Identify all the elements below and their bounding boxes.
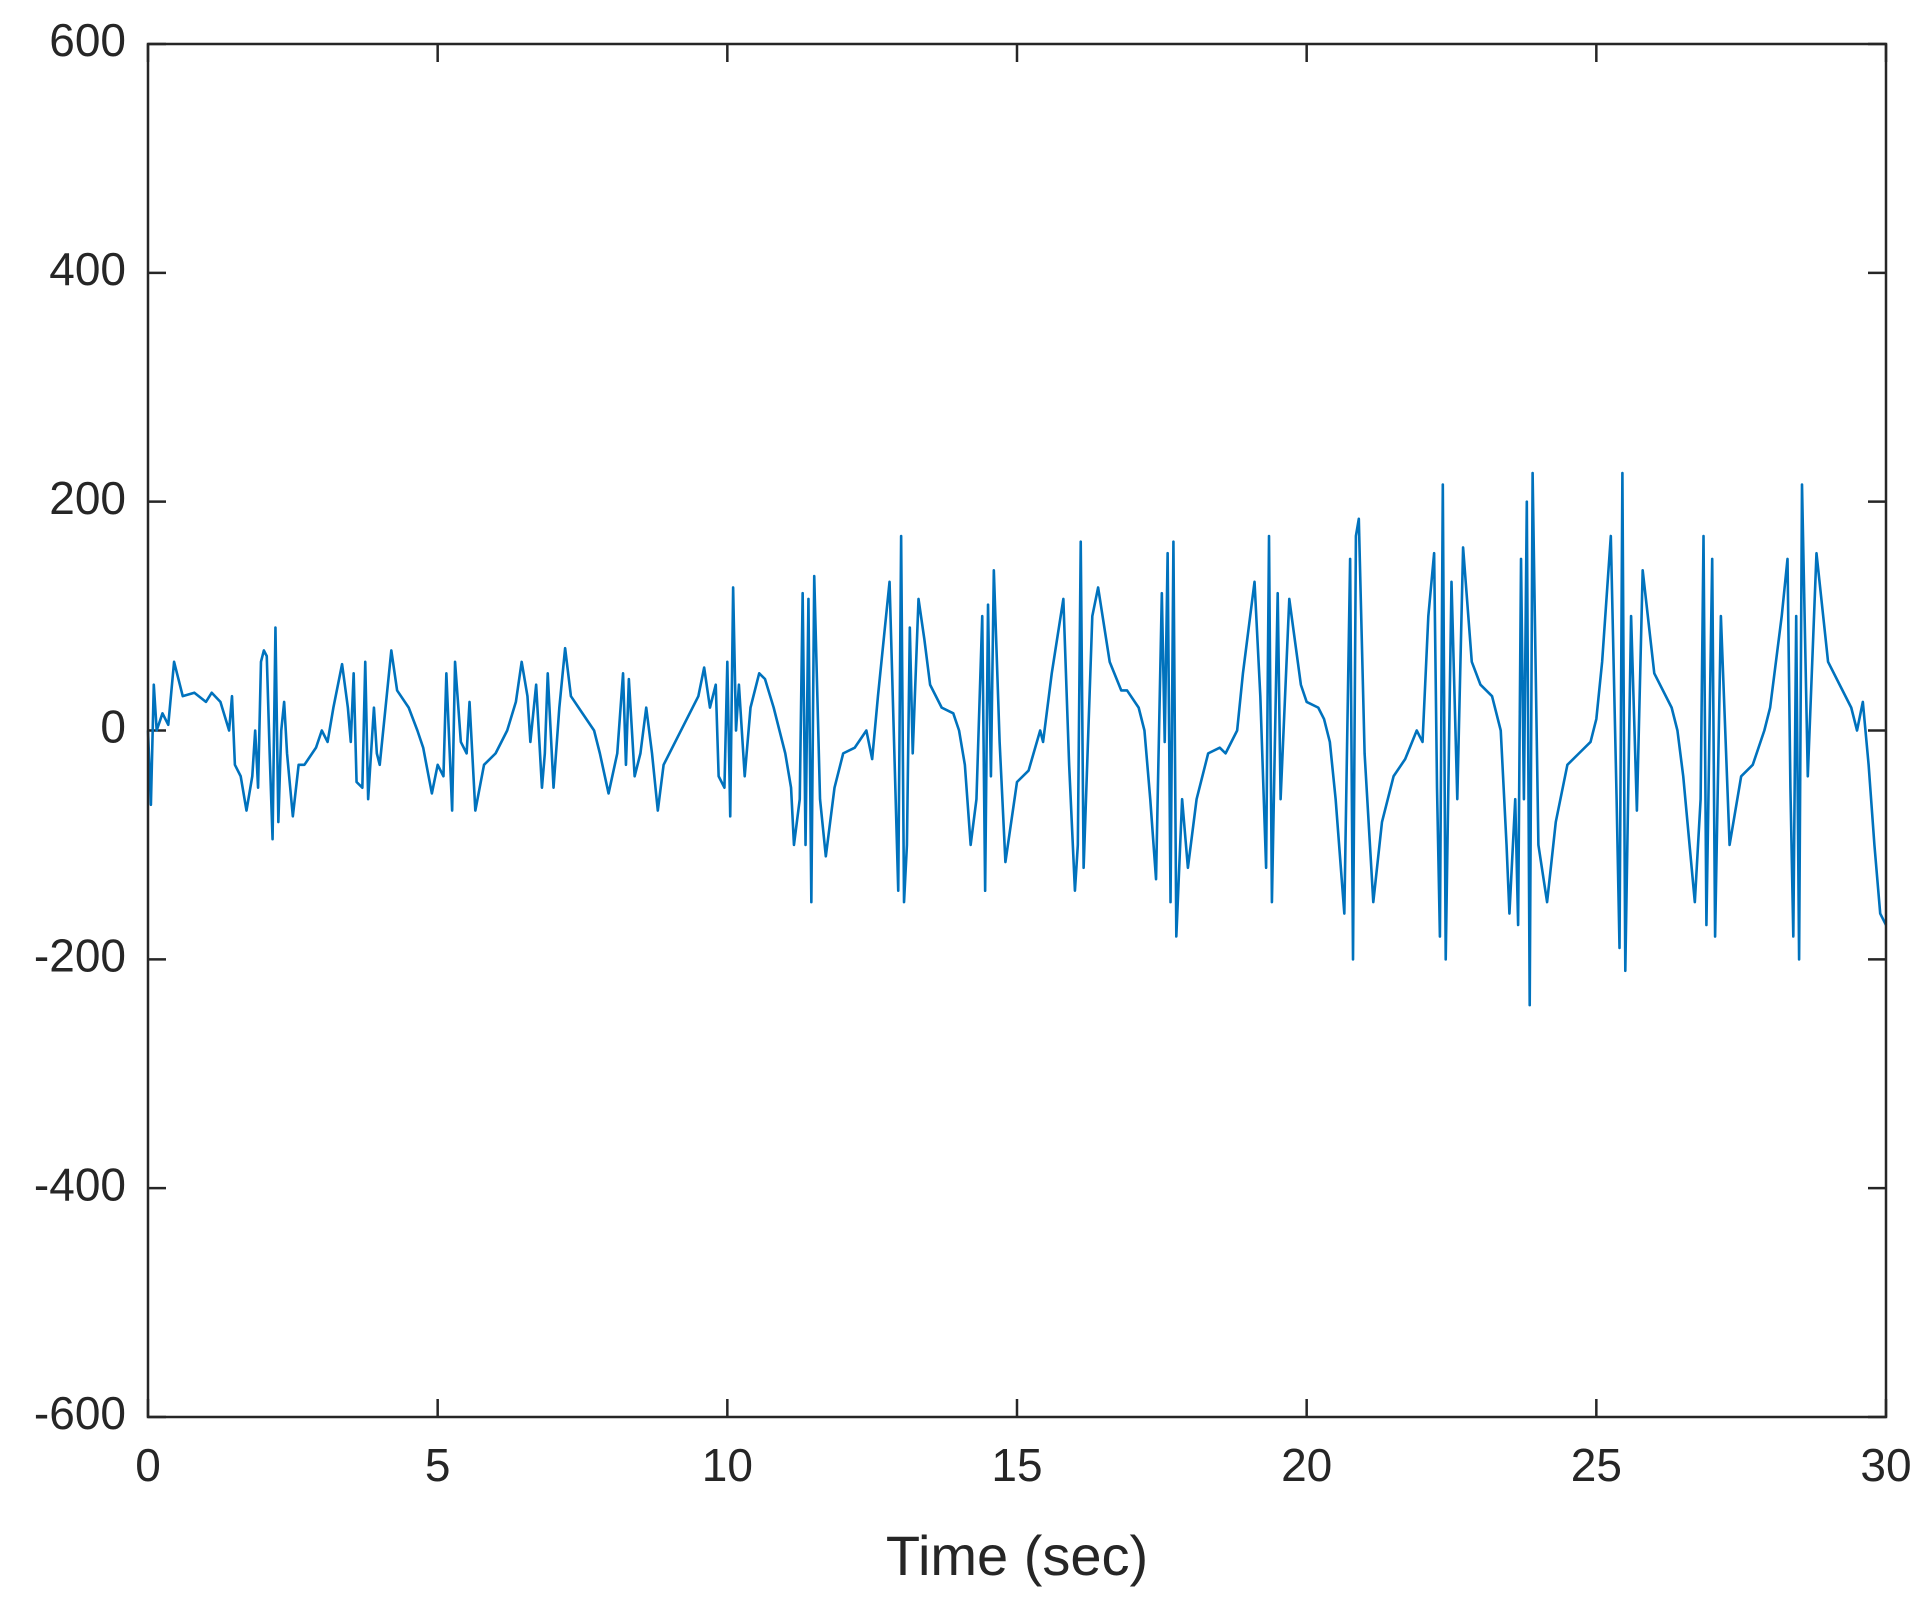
y-tick-label: -400	[34, 1158, 126, 1210]
y-tick-label: 400	[49, 243, 126, 295]
data-line	[146, 471, 1888, 1007]
y-tick-label: -200	[34, 929, 126, 981]
x-axis-label: Time (sec)	[886, 1524, 1148, 1587]
x-tick-label: 30	[1860, 1439, 1911, 1491]
x-tick-label: 15	[991, 1439, 1042, 1491]
y-tick-label: -600	[34, 1387, 126, 1439]
y-tick-label: 600	[49, 14, 126, 66]
x-tick-label: 0	[135, 1439, 161, 1491]
y-tick-label: 0	[100, 701, 126, 753]
plot-frame	[146, 42, 1888, 1419]
x-tick-label: 20	[1281, 1439, 1332, 1491]
x-tick-label: 25	[1571, 1439, 1622, 1491]
y-tick-label: 200	[49, 472, 126, 524]
x-tick-label: 10	[702, 1439, 753, 1491]
x-tick-label: 5	[425, 1439, 451, 1491]
